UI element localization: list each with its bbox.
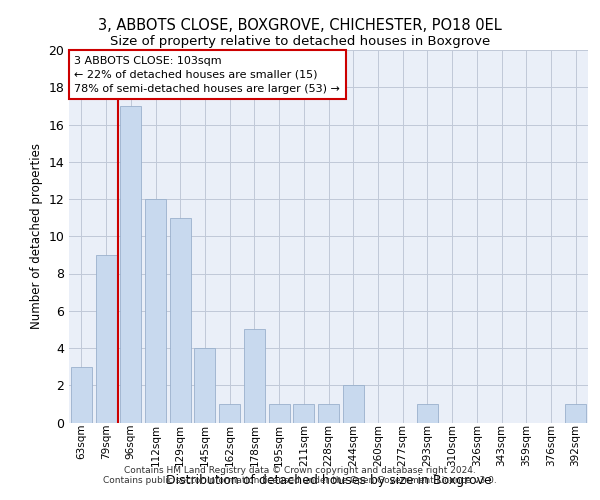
- Bar: [145, 199, 166, 422]
- Bar: [71, 366, 92, 422]
- Bar: [120, 106, 141, 422]
- Text: 3 ABBOTS CLOSE: 103sqm
← 22% of detached houses are smaller (15)
78% of semi-det: 3 ABBOTS CLOSE: 103sqm ← 22% of detached…: [74, 56, 340, 94]
- Bar: [318, 404, 339, 422]
- Bar: [170, 218, 191, 422]
- Bar: [293, 404, 314, 422]
- Bar: [343, 385, 364, 422]
- Y-axis label: Number of detached properties: Number of detached properties: [30, 143, 43, 329]
- Text: 3, ABBOTS CLOSE, BOXGROVE, CHICHESTER, PO18 0EL: 3, ABBOTS CLOSE, BOXGROVE, CHICHESTER, P…: [98, 18, 502, 32]
- Text: Size of property relative to detached houses in Boxgrove: Size of property relative to detached ho…: [110, 35, 490, 48]
- Bar: [194, 348, 215, 422]
- Bar: [417, 404, 438, 422]
- Bar: [565, 404, 586, 422]
- Bar: [95, 255, 116, 422]
- Bar: [244, 330, 265, 422]
- Bar: [219, 404, 240, 422]
- Text: Contains HM Land Registry data © Crown copyright and database right 2024.
Contai: Contains HM Land Registry data © Crown c…: [103, 466, 497, 485]
- Bar: [269, 404, 290, 422]
- X-axis label: Distribution of detached houses by size in Boxgrove: Distribution of detached houses by size …: [166, 474, 491, 488]
